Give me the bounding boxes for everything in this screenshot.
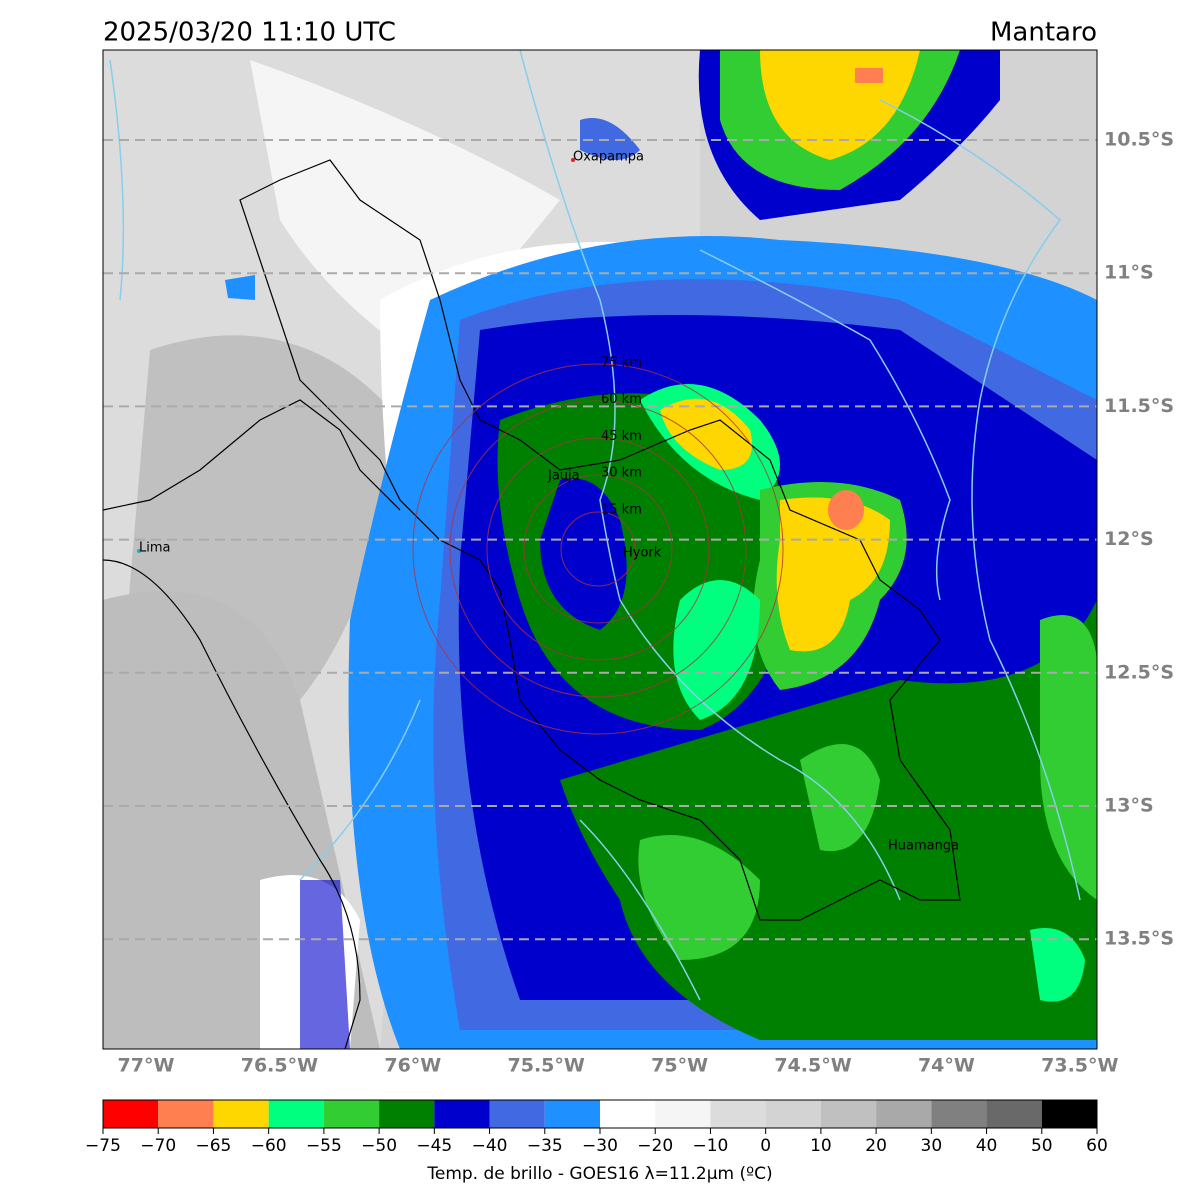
longitude-label: 74.5°W: [774, 1055, 851, 1077]
colorbar-tick-label: −35: [527, 1136, 563, 1156]
range-ring: [486, 437, 710, 661]
colorbar-segment: [876, 1100, 932, 1128]
colorbar-segment: [655, 1100, 711, 1128]
region-title: Mantaro: [990, 18, 1097, 48]
latitude-label: 10.5°S: [1104, 129, 1174, 151]
latitude-label: 11.5°S: [1104, 395, 1174, 417]
range-ring-label: 45 km: [601, 429, 642, 444]
colorbar-tick-label: −50: [361, 1136, 397, 1156]
longitude-label: 76.5°W: [241, 1055, 318, 1077]
latitude-label: 12°S: [1104, 528, 1154, 550]
range-ring-label: 30 km: [601, 466, 642, 481]
latitude-label: 13.5°S: [1104, 928, 1174, 950]
range-ring-label: 75 km: [601, 355, 642, 370]
colorbar: −75 −70 −65 −60 −55 −50 −45 −40 −35 −30 −20 −10 0 10 2…: [85, 1099, 1108, 1156]
colorbar-segment: [1041, 1100, 1097, 1128]
colorbar-tick-label: 0: [760, 1136, 771, 1156]
range-ring-label: 15 km: [601, 503, 642, 518]
colorbar-tick-label: 20: [865, 1136, 887, 1156]
colorbar-tick-label: 60: [1086, 1136, 1108, 1156]
colorbar-tick-label: −75: [85, 1136, 121, 1156]
range-ring: [449, 400, 747, 698]
longitude-label: 74°W: [918, 1055, 975, 1077]
colorbar-tick-label: −20: [637, 1136, 673, 1156]
map: [103, 50, 1097, 1049]
map-frame: [102, 49, 1098, 1050]
colorbar-tick-label: 10: [810, 1136, 832, 1156]
colorbar-segment: [820, 1100, 877, 1128]
colorbar-segment: [489, 1100, 545, 1128]
place-label: Lima: [139, 541, 170, 556]
colorbar-tick-label: −70: [140, 1136, 176, 1156]
range-ring-label: 60 km: [601, 392, 642, 407]
colorbar-tick-label: −65: [195, 1136, 231, 1156]
range-ring: [523, 474, 673, 624]
longitude-label: 75.5°W: [508, 1055, 585, 1077]
colorbar-segment: [544, 1100, 600, 1128]
title: 2025/03/20 11:10 UTC: [103, 18, 396, 48]
place-marker: [571, 158, 575, 162]
latitude-label: 11°S: [1104, 262, 1154, 284]
place-label: Oxapampa: [573, 150, 644, 165]
latitude-label: 13°S: [1104, 795, 1154, 817]
colorbar-tick-label: −60: [251, 1136, 287, 1156]
colorbar-segment: [158, 1100, 214, 1128]
place-label: Huamanga: [888, 839, 959, 854]
colorbar-tick-label: 50: [1031, 1136, 1053, 1156]
colorbar-tick-label: −30: [582, 1136, 618, 1156]
colorbar-segment: [213, 1100, 269, 1128]
place-label: Hyork: [623, 546, 662, 561]
colorbar-tick-label: −40: [472, 1136, 508, 1156]
colorbar-segment: [710, 1100, 766, 1128]
longitude-label: 77°W: [118, 1055, 175, 1077]
place-marker: [137, 549, 141, 553]
colorbar-segment: [103, 1100, 159, 1128]
colorbar-segment: [931, 1100, 987, 1128]
colorbar-tick-label: −55: [306, 1136, 342, 1156]
colorbar-segment: [268, 1100, 324, 1128]
colorbar-tick-label: 40: [976, 1136, 998, 1156]
colorbar-segment: [600, 1100, 656, 1128]
longitude-label: 76°W: [384, 1055, 441, 1077]
range-ring: [412, 363, 784, 735]
colorbar-segment: [379, 1100, 435, 1128]
colorbar-segment: [765, 1100, 821, 1128]
colorbar-tick-label: 30: [921, 1136, 943, 1156]
colorbar-segment: [323, 1100, 380, 1128]
place-label: Jauja: [547, 469, 580, 484]
colorbar-label: Temp. de brillo - GOES16 λ=11.2μm (ºC): [426, 1164, 772, 1184]
colorbar-segment: [986, 1100, 1042, 1128]
colorbar-tick-label: −45: [416, 1136, 452, 1156]
latitude-label: 12.5°S: [1104, 661, 1174, 683]
colorbar-tick-label: −10: [692, 1136, 728, 1156]
longitude-label: 73.5°W: [1041, 1055, 1118, 1077]
range-ring: [560, 511, 636, 587]
colorbar-segment: [434, 1100, 490, 1128]
longitude-label: 75°W: [651, 1055, 708, 1077]
